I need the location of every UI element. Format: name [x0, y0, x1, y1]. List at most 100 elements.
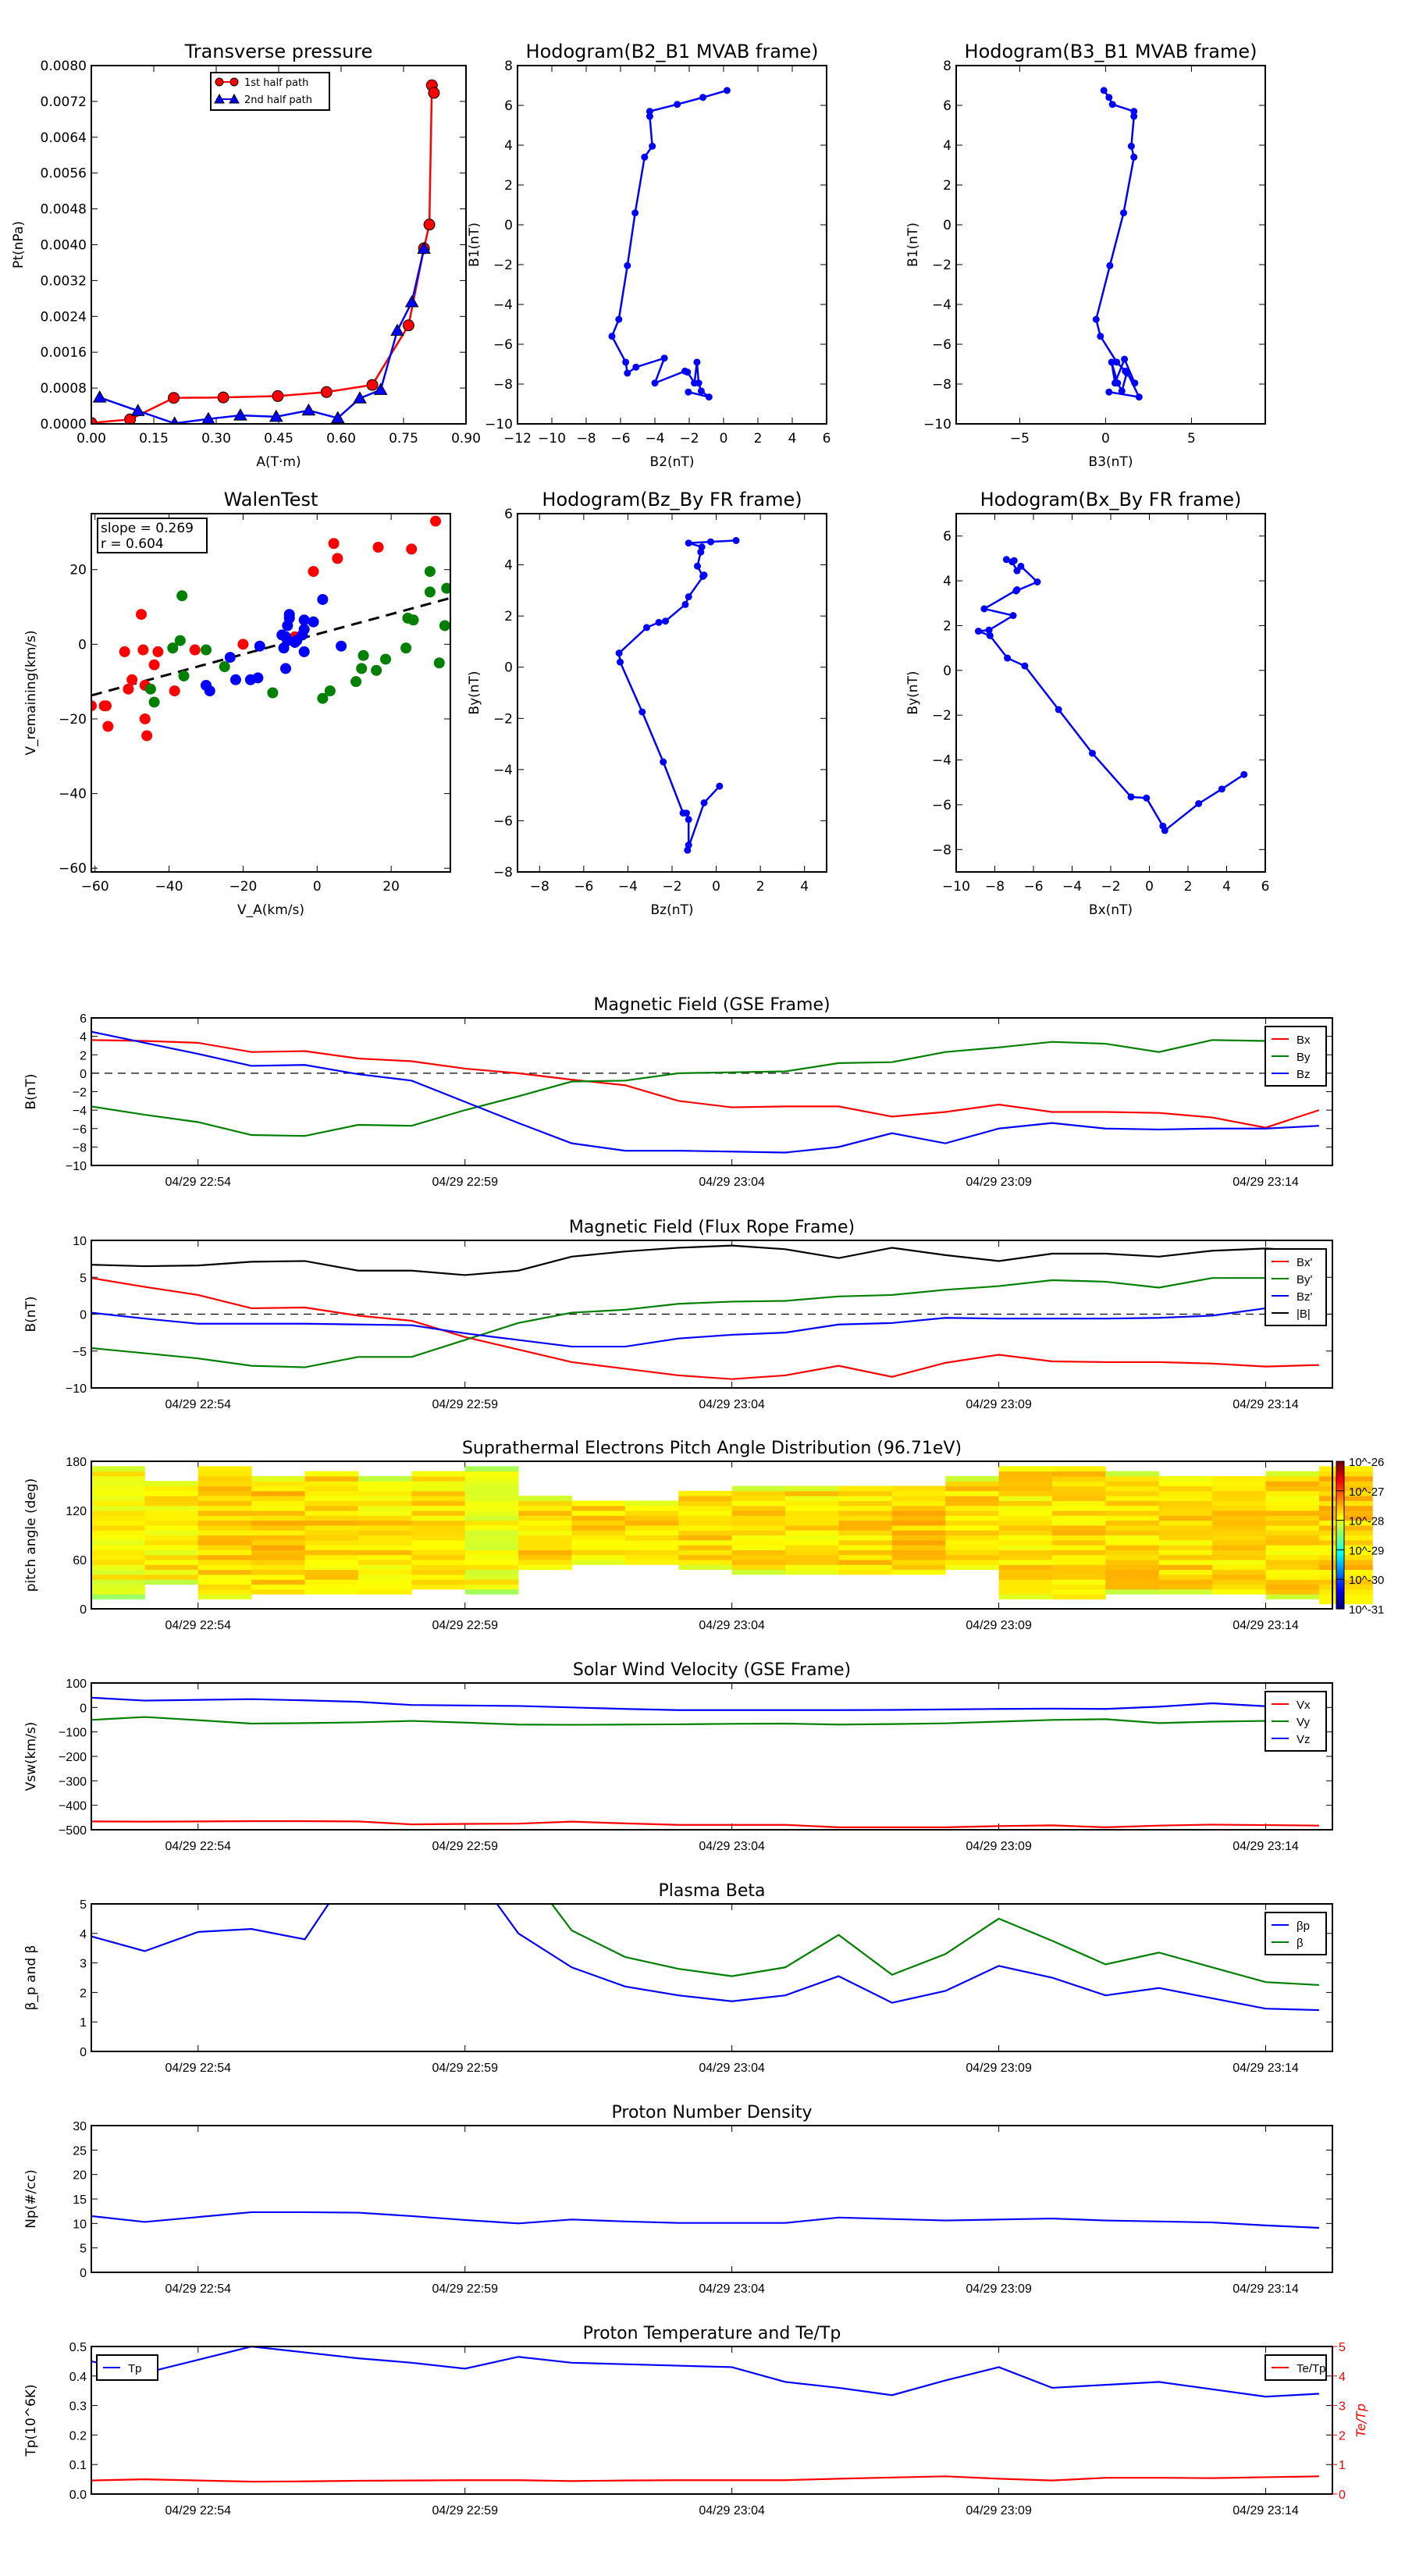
pad-cell [1158, 1510, 1213, 1516]
pad-cell [945, 1475, 1000, 1482]
y2-tick-label: 4 [1339, 2371, 1346, 2384]
x-tick-label: −10 [538, 431, 566, 447]
pad-cell [731, 1496, 786, 1501]
data-point [697, 548, 705, 556]
pad-cell [357, 1515, 412, 1521]
y-axis-label: B1(nT) [905, 222, 921, 267]
data-point [167, 642, 179, 654]
pad-cell [838, 1535, 893, 1541]
pad-cell [1051, 1584, 1106, 1590]
pad-cell [197, 1554, 252, 1560]
series-line-tp [91, 2347, 1319, 2398]
pad-cell [1212, 1589, 1267, 1595]
series-line [1095, 90, 1141, 399]
colorbar-segment [1336, 1552, 1344, 1556]
y-tick-label: −40 [59, 787, 87, 802]
pad-cell [411, 1560, 466, 1565]
data-point [682, 809, 690, 817]
data-point [732, 536, 740, 544]
legend-label: Bz [1297, 1068, 1311, 1081]
y2-tick-label: 5 [1339, 2341, 1346, 2354]
data-point [406, 543, 418, 555]
data-point [301, 403, 316, 416]
pad-cell [1158, 1525, 1213, 1531]
series-line-by [91, 1277, 1319, 1368]
pad-cell [785, 1496, 839, 1501]
y-tick-label: 6 [943, 98, 951, 114]
pad-cell [1318, 1500, 1373, 1507]
pad-cell [731, 1525, 786, 1531]
colorbar-tick-label: 10^-27 [1349, 1485, 1384, 1499]
data-point [1120, 209, 1127, 217]
y-tick-label: 0.1 [69, 2459, 87, 2472]
x-tick-label: 0.00 [76, 431, 106, 447]
data-point [252, 672, 264, 684]
colorbar-segment [1336, 1522, 1344, 1526]
x-tick-label: −40 [155, 879, 183, 895]
pad-cell [1158, 1496, 1213, 1501]
data-point [1123, 368, 1131, 376]
x-tick-label: 04/29 23:14 [1232, 2504, 1299, 2517]
y-tick-label: 100 [66, 1678, 87, 1691]
pad-cell [251, 1574, 306, 1580]
data-point [169, 685, 180, 697]
pad-cell [1051, 1564, 1106, 1571]
pad-cell [304, 1584, 359, 1590]
pad-cell [1105, 1520, 1160, 1526]
pad-cell [251, 1554, 306, 1560]
colorbar-segment [1336, 1464, 1344, 1467]
data-point [1009, 612, 1017, 620]
data-point [1113, 358, 1121, 366]
colorbar-segment [1336, 1571, 1344, 1575]
x-tick-label: −6 [610, 431, 630, 447]
y-tick-label: 4 [504, 558, 513, 574]
colorbar-segment [1336, 1539, 1344, 1543]
pad-cell [1158, 1485, 1213, 1492]
axes-frame [517, 513, 827, 873]
colorbar-segment [1336, 1545, 1344, 1548]
pad-cell [464, 1589, 519, 1595]
y-axis-label: V_remaining(km/s) [23, 630, 39, 755]
chart-sw-velocity: Solar Wind Velocity (GSE Frame) −500 −400 −… [23, 1660, 1333, 1853]
series-line-vy [91, 1716, 1319, 1726]
legend-label: 1st half path [244, 77, 308, 89]
pad-cell [1318, 1545, 1373, 1550]
x-tick-label: 0.60 [326, 431, 356, 447]
series-line-b [91, 1244, 1319, 1276]
pad-cell [1105, 1564, 1160, 1571]
pad-cell [785, 1520, 839, 1526]
series-b [974, 556, 1248, 834]
data-point [699, 94, 707, 101]
data-point [308, 616, 319, 628]
data-point [651, 379, 659, 387]
y-tick-label: 6 [504, 507, 513, 522]
colorbar-segment [1336, 1461, 1344, 1464]
pad-cell [1265, 1589, 1320, 1595]
data-point [404, 294, 419, 308]
pad-cell [251, 1564, 306, 1571]
pad-cell [571, 1545, 626, 1550]
colorbar-segment [1336, 1500, 1344, 1504]
pad-cell [1158, 1475, 1213, 1482]
data-point [660, 354, 668, 362]
pad-cell [1318, 1594, 1373, 1599]
data-point [102, 720, 114, 732]
pad-cell [1051, 1485, 1106, 1492]
pad-cell [678, 1554, 733, 1560]
pad-cell [411, 1579, 466, 1585]
pad-cell [1318, 1485, 1373, 1492]
y-tick-label: −2 [73, 1087, 87, 1100]
pad-cell [731, 1569, 786, 1575]
colorbar-segment [1336, 1584, 1344, 1588]
pad-cell [838, 1545, 893, 1550]
pad-cell [1212, 1520, 1267, 1526]
x-tick-label: 6 [1261, 879, 1270, 895]
colorbar-segment [1336, 1493, 1344, 1496]
pad-cell [998, 1584, 1053, 1590]
axes-frame [91, 1017, 1333, 1166]
y-tick-label: −8 [493, 865, 513, 881]
pad-cell [357, 1589, 412, 1595]
pad-cell [91, 1574, 145, 1580]
colorbar-segment [1336, 1535, 1344, 1539]
x-tick-label: 0.75 [389, 431, 418, 447]
